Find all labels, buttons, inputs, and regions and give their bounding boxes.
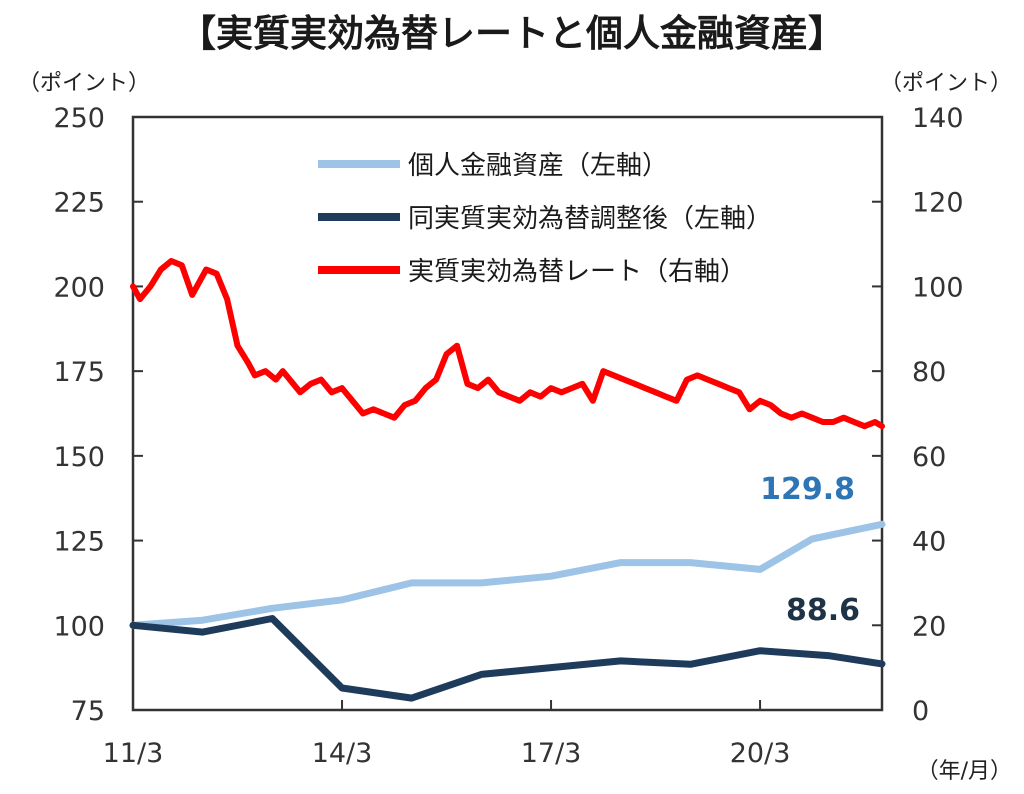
left-tick-label: 200 bbox=[53, 272, 105, 303]
legend-label: 実質実効為替レート（右軸） bbox=[408, 257, 746, 287]
legend-label: 同実質実効為替調整後（左軸） bbox=[408, 204, 772, 234]
right-tick-label: 40 bbox=[912, 527, 946, 558]
right-tick-label: 140 bbox=[912, 103, 964, 134]
plot-border bbox=[131, 115, 884, 712]
left-tick-label: 250 bbox=[53, 103, 105, 134]
end-value-label: 129.8 bbox=[760, 472, 855, 507]
left-tick-label: 225 bbox=[53, 188, 105, 219]
series-lines bbox=[129, 258, 886, 702]
x-axis-ticks: 11/3 14/3 17/3 20/3 bbox=[103, 700, 791, 769]
plot-frame bbox=[131, 115, 884, 712]
right-axis-ticks: 0 20 40 60 80 100 120 140 bbox=[872, 103, 964, 727]
end-labels: 129.8 88.6 bbox=[760, 472, 860, 628]
right-tick-label: 0 bbox=[912, 696, 929, 727]
left-axis-unit: （ポイント） bbox=[18, 71, 150, 96]
series-line-2 bbox=[129, 615, 886, 702]
left-tick-label: 100 bbox=[53, 611, 105, 642]
left-tick-label: 150 bbox=[53, 442, 105, 473]
x-axis-unit: （年/月） bbox=[917, 759, 1012, 784]
left-tick-label: 125 bbox=[53, 527, 105, 558]
right-tick-label: 60 bbox=[912, 442, 946, 473]
right-tick-label: 80 bbox=[912, 357, 946, 388]
end-value-label: 88.6 bbox=[786, 593, 860, 628]
left-tick-label: 175 bbox=[53, 357, 105, 388]
x-tick-label: 20/3 bbox=[730, 738, 791, 769]
right-axis-unit: （ポイント） bbox=[880, 71, 1012, 96]
chart-title: 【実質実効為替レートと個人金融資産】 bbox=[179, 12, 845, 55]
series-line-3 bbox=[130, 258, 885, 430]
x-tick-label: 11/3 bbox=[103, 738, 164, 769]
right-tick-label: 20 bbox=[912, 611, 946, 642]
right-tick-label: 100 bbox=[912, 272, 964, 303]
legend: 個人金融資産（左軸） 同実質実効為替調整後（左軸） 実質実効為替レート（右軸） bbox=[318, 151, 772, 287]
left-tick-label: 75 bbox=[71, 696, 105, 727]
x-tick-label: 17/3 bbox=[521, 738, 582, 769]
series-line-1 bbox=[129, 520, 886, 629]
legend-label: 個人金融資産（左軸） bbox=[408, 151, 668, 181]
x-tick-label: 14/3 bbox=[312, 738, 373, 769]
right-tick-label: 120 bbox=[912, 188, 964, 219]
left-axis-ticks: 75 100 125 150 175 200 225 250 bbox=[53, 103, 143, 727]
